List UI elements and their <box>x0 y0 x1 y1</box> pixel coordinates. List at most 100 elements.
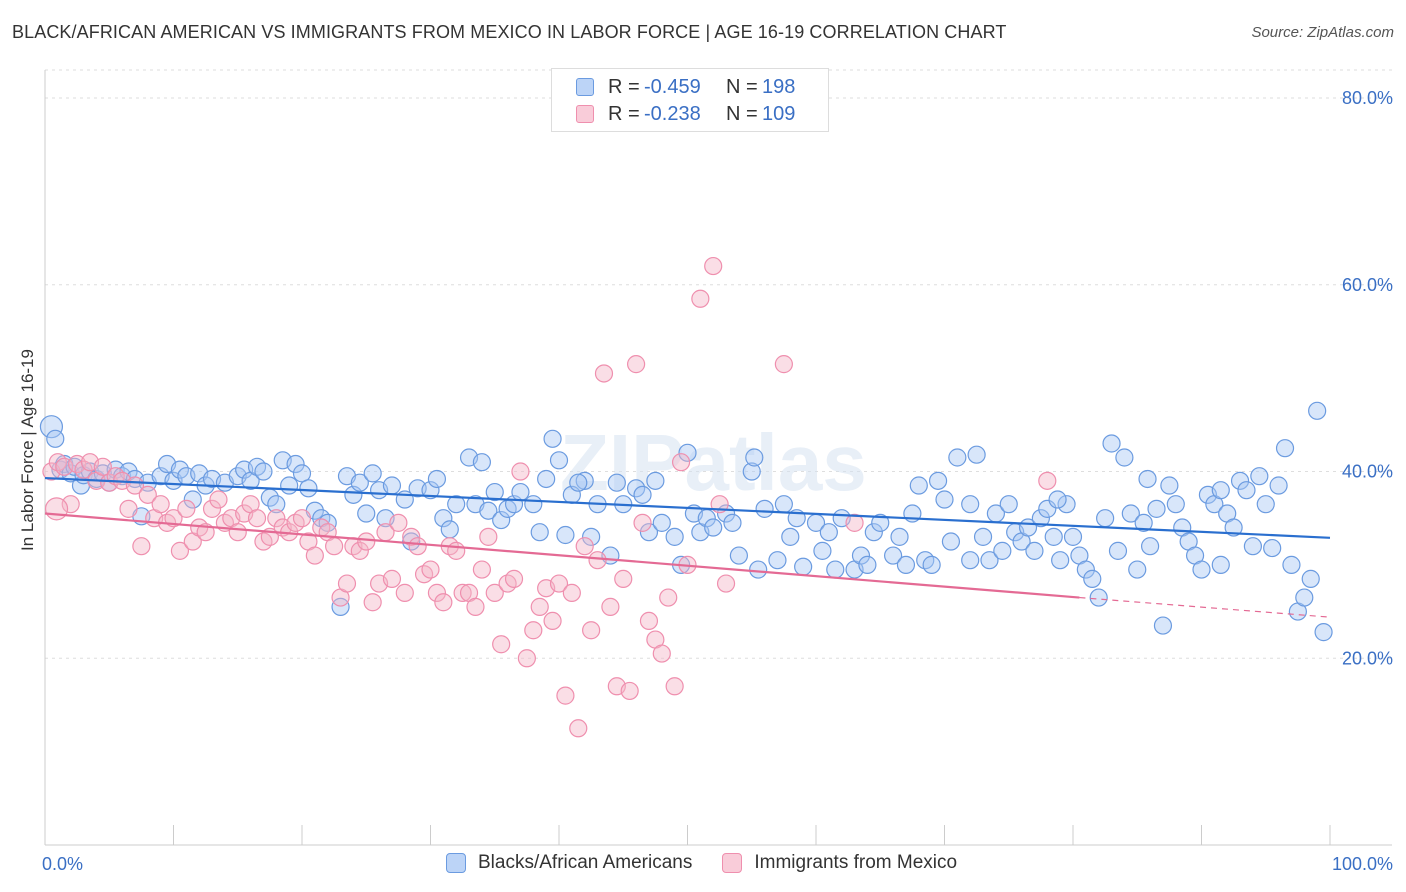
data-point <box>556 686 575 705</box>
data-point <box>1282 555 1301 574</box>
data-point <box>1115 448 1134 467</box>
data-point <box>768 551 787 570</box>
data-point <box>183 490 202 509</box>
data-point <box>350 541 369 560</box>
data-point <box>202 499 222 518</box>
data-point <box>434 593 453 612</box>
data-point <box>492 635 511 654</box>
data-point <box>1096 509 1115 528</box>
series-legend: Blacks/African Americans Immigrants from… <box>446 852 987 874</box>
data-point <box>1211 481 1230 500</box>
r-label: R = <box>608 102 640 125</box>
data-point <box>479 527 498 546</box>
data-point <box>716 574 736 593</box>
data-point <box>447 495 466 514</box>
data-point <box>177 499 196 518</box>
data-point <box>267 509 286 528</box>
data-point <box>408 537 427 556</box>
data-point <box>331 597 350 616</box>
data-point <box>209 490 228 509</box>
chart-title: BLACK/AFRICAN AMERICAN VS IMMIGRANTS FRO… <box>12 22 1007 42</box>
data-point <box>569 473 588 492</box>
r-value: -0.238 <box>644 102 701 125</box>
data-point <box>652 513 671 532</box>
data-point <box>485 583 504 602</box>
data-point <box>588 551 607 570</box>
data-point <box>1048 490 1067 509</box>
legend-swatch-blue <box>576 78 594 96</box>
data-point <box>350 473 369 492</box>
data-point <box>646 471 665 490</box>
data-point <box>909 476 928 495</box>
data-point <box>633 485 652 504</box>
data-point <box>402 527 421 546</box>
data-point <box>292 509 312 528</box>
data-point <box>228 523 247 542</box>
data-point <box>691 289 710 308</box>
data-point <box>1063 527 1083 546</box>
data-point <box>639 523 659 542</box>
data-point <box>928 471 948 490</box>
y-axis-label: In Labor Force | Age 16-19 <box>18 349 37 551</box>
data-point <box>1031 509 1050 528</box>
data-point <box>858 555 877 574</box>
series-legend-item-blacks: Blacks/African Americans <box>446 852 692 874</box>
data-point <box>395 583 414 602</box>
data-point <box>247 509 267 528</box>
x-tick-label: 100.0% <box>1332 854 1393 874</box>
data-point <box>357 532 376 551</box>
data-point <box>665 527 684 546</box>
data-point <box>993 541 1012 560</box>
data-point <box>890 527 909 546</box>
data-point <box>119 499 138 518</box>
data-point <box>614 569 633 588</box>
series-swatch-pink <box>722 853 743 873</box>
data-point <box>851 546 871 565</box>
data-point <box>704 518 723 537</box>
data-point <box>305 546 324 565</box>
data-point <box>1160 476 1179 495</box>
data-point <box>492 510 511 530</box>
data-point <box>749 560 768 579</box>
data-point <box>299 479 318 498</box>
data-point <box>781 527 800 546</box>
data-point <box>511 482 530 502</box>
trend-line-mexico-extension <box>1079 596 1331 618</box>
data-point <box>1237 481 1256 500</box>
data-point <box>363 464 382 483</box>
data-point <box>1128 560 1147 579</box>
data-point <box>74 460 93 479</box>
data-point <box>826 560 845 579</box>
data-point <box>871 513 890 532</box>
n-label: N = <box>726 75 758 98</box>
data-point <box>961 495 980 514</box>
data-point <box>1102 434 1121 453</box>
data-point <box>896 555 916 574</box>
data-point <box>93 457 112 476</box>
data-point <box>524 495 543 514</box>
data-point <box>819 523 838 542</box>
data-point <box>639 611 659 631</box>
data-point <box>575 471 594 490</box>
data-point <box>1057 495 1076 514</box>
data-point <box>935 490 954 509</box>
data-point <box>466 597 485 616</box>
data-point <box>1038 471 1057 490</box>
data-point <box>1153 616 1173 635</box>
data-point <box>1140 537 1160 556</box>
data-point <box>325 537 344 556</box>
n-value: 198 <box>762 75 796 98</box>
data-point <box>755 499 774 518</box>
data-point <box>530 597 549 616</box>
correlation-legend: R = -0.459 N = 198 R = -0.238 N = 109 <box>551 68 829 132</box>
data-point <box>562 583 581 602</box>
data-point <box>1263 538 1282 558</box>
data-point <box>1138 469 1157 489</box>
data-point <box>678 443 697 462</box>
trend-lines <box>44 476 1331 618</box>
data-point <box>434 509 453 528</box>
data-point <box>1269 476 1288 495</box>
data-point <box>421 481 440 500</box>
data-point <box>704 256 723 276</box>
